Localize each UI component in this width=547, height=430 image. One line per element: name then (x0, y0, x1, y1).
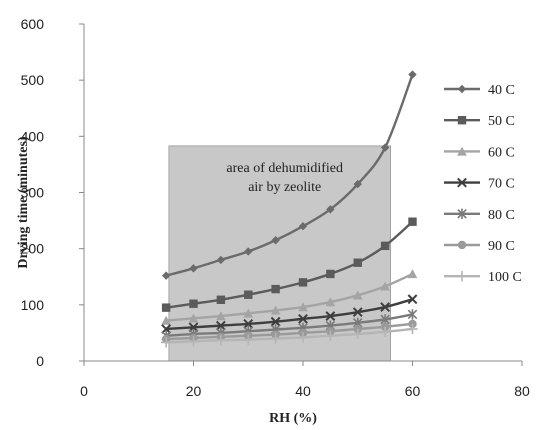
legend-label: 50 C (488, 114, 515, 129)
legend-item: 90 C (444, 239, 515, 254)
legend-label: 90 C (488, 239, 515, 254)
legend-label: 100 C (488, 270, 522, 285)
legend: 40 C 50 C 60 C 70 C 80 C 90 C 100 C (444, 83, 522, 285)
data-point (354, 259, 362, 267)
x-tick-label: 0 (80, 383, 88, 399)
data-point (271, 285, 279, 293)
data-point (326, 270, 334, 278)
data-point (244, 291, 252, 299)
legend-item: 40 C (444, 83, 515, 98)
legend-marker (457, 271, 467, 281)
data-point (217, 296, 225, 304)
legend-marker (458, 241, 466, 249)
x-tick-label: 40 (295, 383, 311, 399)
legend-label: 60 C (488, 145, 515, 160)
annotation-text-line: air by zeolite (248, 180, 321, 195)
legend-item: 80 C (444, 208, 515, 223)
data-point (162, 303, 170, 311)
data-point (381, 242, 389, 250)
y-axis-title: Drying time (minutes) (16, 136, 31, 269)
legend-marker (458, 116, 466, 124)
legend-label: 80 C (488, 208, 515, 223)
x-tick-label: 80 (514, 383, 530, 399)
annotation-text-line: area of dehumidified (226, 161, 343, 176)
x-tick-label: 60 (405, 383, 421, 399)
y-tick-label: 500 (21, 72, 45, 88)
legend-item: 70 C (444, 177, 515, 192)
legend-marker (458, 85, 466, 93)
legend-item: 50 C (444, 114, 515, 129)
x-axis-title: RH (%) (269, 411, 317, 426)
legend-label: 40 C (488, 83, 515, 98)
data-point (408, 218, 416, 226)
data-point (189, 300, 197, 308)
y-tick-label: 600 (21, 16, 45, 32)
legend-label: 70 C (488, 177, 515, 192)
legend-item: 60 C (444, 145, 515, 160)
data-point (408, 70, 416, 78)
data-point (299, 278, 307, 286)
y-tick-label: 100 (21, 297, 45, 313)
y-tick-label: 0 (36, 353, 44, 369)
data-point (408, 269, 418, 278)
legend-item: 100 C (444, 270, 522, 285)
x-tick-label: 20 (186, 383, 202, 399)
